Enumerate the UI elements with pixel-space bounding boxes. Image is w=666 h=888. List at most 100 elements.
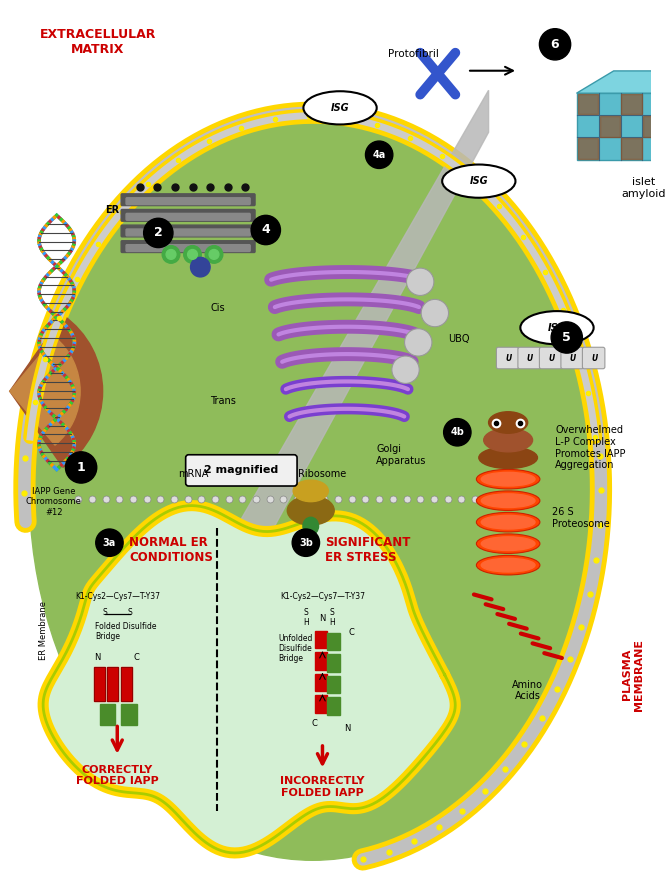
Bar — [107, 667, 119, 701]
Text: 4: 4 — [262, 224, 270, 236]
Text: Protofibril: Protofibril — [388, 49, 439, 59]
FancyBboxPatch shape — [539, 347, 562, 369]
Bar — [94, 667, 105, 701]
Circle shape — [166, 250, 176, 259]
FancyBboxPatch shape — [496, 347, 519, 369]
Text: U: U — [505, 353, 511, 362]
Bar — [100, 704, 115, 725]
Text: IAPP Gene
Chromosome
#12: IAPP Gene Chromosome #12 — [26, 487, 82, 517]
Text: 2: 2 — [154, 226, 163, 240]
Text: Amino
Acids: Amino Acids — [512, 679, 543, 702]
Wedge shape — [10, 337, 80, 445]
Text: H: H — [303, 618, 309, 627]
Wedge shape — [10, 315, 103, 467]
Circle shape — [188, 250, 197, 259]
Bar — [94, 667, 105, 701]
Ellipse shape — [293, 480, 328, 502]
Text: CORRECTLY
FOLDED IAPP: CORRECTLY FOLDED IAPP — [76, 765, 159, 786]
Polygon shape — [151, 91, 489, 753]
FancyBboxPatch shape — [126, 245, 250, 251]
Polygon shape — [665, 71, 666, 160]
Text: N: N — [344, 724, 350, 733]
Bar — [621, 139, 641, 159]
Bar — [121, 667, 132, 701]
Text: U: U — [569, 353, 575, 362]
Text: ISG: ISG — [470, 176, 488, 186]
Ellipse shape — [476, 512, 540, 532]
Text: ER Membrane: ER Membrane — [39, 601, 49, 660]
Ellipse shape — [29, 117, 596, 860]
Text: C: C — [134, 653, 140, 662]
FancyBboxPatch shape — [121, 241, 255, 252]
Circle shape — [444, 418, 471, 446]
Bar — [107, 667, 119, 701]
Text: N: N — [95, 653, 101, 662]
Text: Unfolded
Disulfide
Bridge: Unfolded Disulfide Bridge — [278, 633, 313, 663]
Text: ISG: ISG — [331, 103, 350, 113]
Circle shape — [366, 141, 393, 169]
Text: Folded Disulfide
Bridge: Folded Disulfide Bridge — [95, 622, 157, 641]
Ellipse shape — [482, 537, 535, 551]
Text: islet
amyloid: islet amyloid — [622, 178, 666, 199]
Ellipse shape — [287, 496, 334, 525]
Text: C: C — [312, 719, 318, 728]
Polygon shape — [577, 71, 666, 93]
PathPatch shape — [43, 505, 456, 853]
Circle shape — [163, 246, 180, 263]
Bar — [314, 630, 328, 648]
Circle shape — [292, 529, 320, 557]
Text: 4b: 4b — [450, 427, 464, 437]
Bar — [314, 674, 328, 691]
Bar — [328, 676, 340, 694]
Text: K1-Cys2—Cys7—T-Y37: K1-Cys2—Cys7—T-Y37 — [280, 591, 365, 600]
FancyBboxPatch shape — [582, 347, 605, 369]
Text: ISG: ISG — [547, 322, 566, 333]
Ellipse shape — [476, 491, 540, 511]
Text: EXTRACELLULAR
MATRIX: EXTRACELLULAR MATRIX — [39, 28, 156, 56]
Circle shape — [144, 218, 173, 248]
Text: INCORRECTLY
FOLDED IAPP: INCORRECTLY FOLDED IAPP — [280, 776, 365, 797]
Text: ER: ER — [105, 205, 119, 216]
Bar — [314, 695, 328, 713]
Text: U: U — [527, 353, 533, 362]
Circle shape — [96, 529, 123, 557]
Circle shape — [551, 321, 582, 353]
Ellipse shape — [489, 412, 527, 433]
Text: U: U — [548, 353, 554, 362]
FancyBboxPatch shape — [186, 455, 297, 486]
FancyBboxPatch shape — [121, 226, 255, 237]
Text: K1-Cys2—Cys7—T-Y37: K1-Cys2—Cys7—T-Y37 — [75, 591, 160, 600]
FancyBboxPatch shape — [126, 213, 250, 220]
Circle shape — [539, 28, 571, 60]
Bar — [643, 116, 663, 137]
Text: S: S — [102, 608, 107, 617]
Circle shape — [184, 246, 201, 263]
Ellipse shape — [303, 518, 318, 535]
Circle shape — [406, 268, 434, 296]
Bar — [328, 697, 340, 715]
Text: Ribosome: Ribosome — [298, 469, 346, 480]
Bar — [328, 632, 340, 650]
Ellipse shape — [482, 515, 535, 529]
Ellipse shape — [476, 555, 540, 575]
Bar — [599, 116, 619, 137]
Text: S: S — [304, 608, 308, 617]
Ellipse shape — [520, 311, 593, 345]
Text: C: C — [349, 628, 355, 637]
Circle shape — [205, 246, 223, 263]
Text: 26 S
Proteosome: 26 S Proteosome — [552, 507, 610, 529]
FancyBboxPatch shape — [126, 229, 250, 236]
Circle shape — [209, 250, 219, 259]
Text: 5: 5 — [562, 331, 571, 344]
Ellipse shape — [482, 472, 535, 486]
Text: 6: 6 — [551, 38, 559, 51]
Ellipse shape — [442, 164, 515, 198]
Text: Trans: Trans — [210, 396, 236, 406]
Bar — [621, 94, 641, 115]
Bar — [121, 704, 137, 725]
FancyBboxPatch shape — [518, 347, 540, 369]
Bar — [577, 94, 597, 115]
Text: UBQ: UBQ — [448, 335, 470, 345]
FancyBboxPatch shape — [121, 194, 255, 205]
Text: Golgi
Apparatus: Golgi Apparatus — [376, 444, 427, 465]
